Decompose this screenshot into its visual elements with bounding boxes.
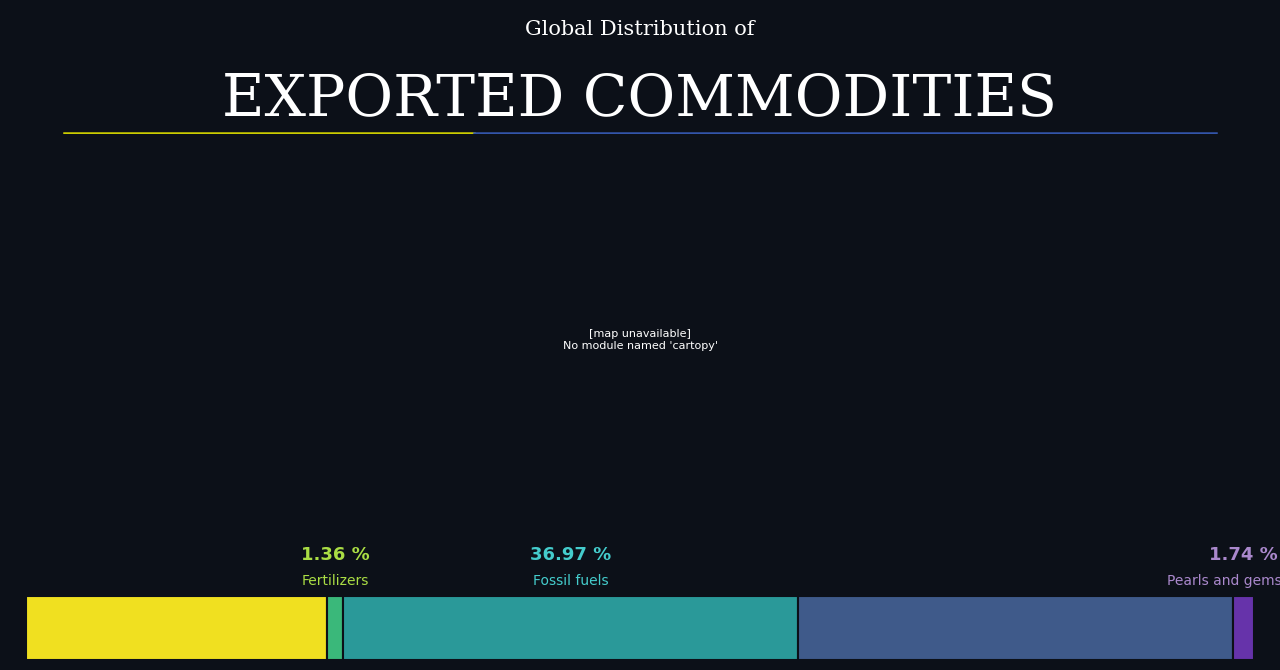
Bar bbox=[1233, 596, 1254, 660]
Bar bbox=[326, 596, 343, 660]
Text: Global Distribution of: Global Distribution of bbox=[525, 20, 755, 39]
Text: 36.97 %: 36.97 % bbox=[530, 546, 611, 564]
Text: [map unavailable]
No module named 'cartopy': [map unavailable] No module named 'carto… bbox=[562, 329, 718, 351]
Text: 1.74 %: 1.74 % bbox=[1210, 546, 1279, 564]
Text: EXPORTED COMMODITIES: EXPORTED COMMODITIES bbox=[223, 71, 1057, 127]
Text: Fossil fuels: Fossil fuels bbox=[532, 574, 608, 588]
Text: 1.36 %: 1.36 % bbox=[301, 546, 370, 564]
Text: Fertilizers: Fertilizers bbox=[301, 574, 369, 588]
Bar bbox=[797, 596, 1233, 660]
Text: Pearls and gemstones: Pearls and gemstones bbox=[1167, 574, 1280, 588]
Bar bbox=[26, 596, 326, 660]
Bar bbox=[343, 596, 797, 660]
